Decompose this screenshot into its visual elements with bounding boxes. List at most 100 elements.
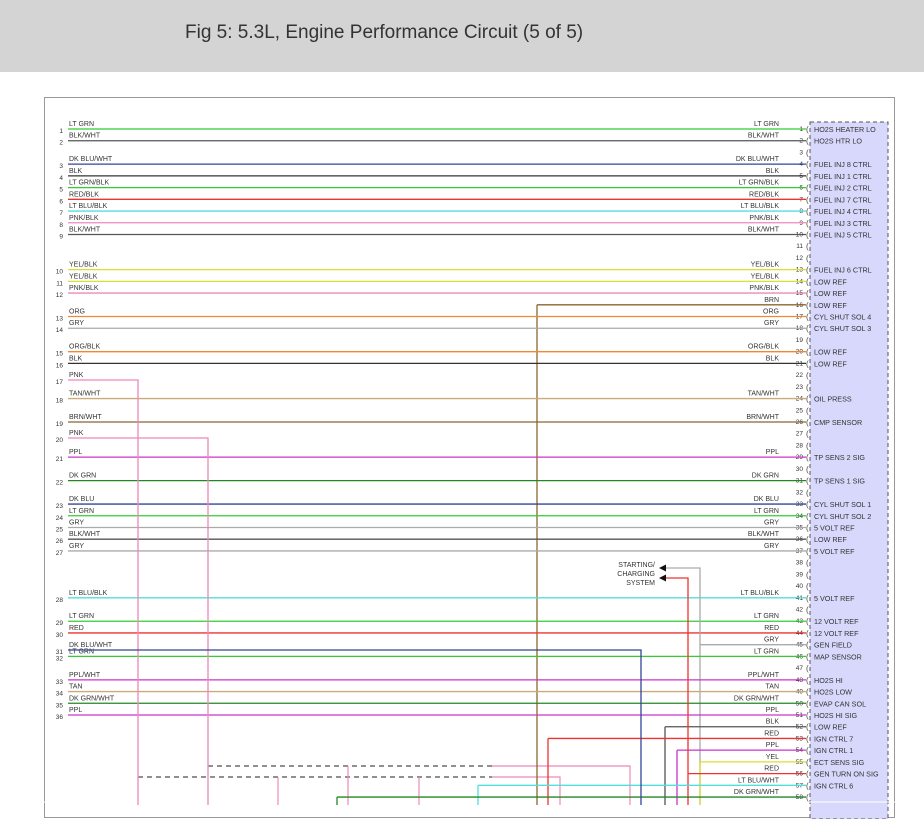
wire <box>68 649 642 805</box>
pin-tick: ( <box>806 137 809 146</box>
signal-name: LOW REF <box>814 348 847 357</box>
wire-color-label: PPL <box>766 742 779 749</box>
pin-tick: ( <box>806 781 809 790</box>
pin-tick: ( <box>806 277 809 286</box>
pin-number: 42 <box>796 607 804 614</box>
signal-name: FUEL INJ 5 CTRL <box>814 230 872 239</box>
left-label: PNK <box>69 430 84 437</box>
pin-tick: ( <box>806 652 809 661</box>
pin-tick: ( <box>806 512 809 521</box>
left-label: PNK <box>69 372 84 379</box>
pin-tick: ( <box>806 547 809 556</box>
signal-name: HO2S HI <box>814 676 843 685</box>
pin-tick: ( <box>806 594 809 603</box>
wire-color-label: LT BLU/BLK <box>741 203 780 210</box>
wire-color-label: GRY <box>764 519 779 526</box>
signal-name: IGN CTRL 6 <box>814 781 853 790</box>
left-label: PPL <box>69 449 82 456</box>
pin-number: 32 <box>796 489 804 496</box>
wire-color-label: PNK/BLK <box>749 215 779 222</box>
pin-tick: ( <box>806 582 809 591</box>
left-label: TAN <box>69 684 82 691</box>
left-label: YEL/BLK <box>69 273 98 280</box>
left-label: LT GRN <box>69 121 94 128</box>
destination-label: CHARGING <box>617 571 655 578</box>
signal-name: CYL SHUT SOL 4 <box>814 313 871 322</box>
wire <box>666 567 701 645</box>
wire-color-label: PPL <box>766 449 779 456</box>
pin-number: 3 <box>799 149 803 156</box>
left-label: RED <box>69 625 84 632</box>
pin-tick: ( <box>806 301 809 310</box>
pin-tick: ( <box>806 441 809 450</box>
pin-tick: ( <box>806 242 809 251</box>
signal-name: MAP SENSOR <box>814 652 862 661</box>
left-label: LT GRN <box>69 508 94 515</box>
left-label: BLK <box>69 355 83 362</box>
pin-tick: ( <box>806 723 809 732</box>
pin-tick: ( <box>806 770 809 779</box>
signal-name: 5 VOLT REF <box>814 594 855 603</box>
signal-name: HO2S HEATER LO <box>814 125 876 134</box>
pin-tick: ( <box>806 758 809 767</box>
wire-color-label: ORG <box>763 309 779 316</box>
pin-tick: ( <box>806 195 809 204</box>
pin-tick: ( <box>806 371 809 380</box>
signal-name: FUEL INJ 8 CTRL <box>814 160 872 169</box>
wire-color-label: LT BLU/BLK <box>741 590 780 597</box>
pin-number: 22 <box>796 372 804 379</box>
wire-color-label: GRY <box>764 637 779 644</box>
signal-name: LOW REF <box>814 535 847 544</box>
wire-color-label: BLK <box>766 719 780 726</box>
signal-name: CMP SENSOR <box>814 418 862 427</box>
left-number: 11 <box>56 280 63 287</box>
left-number: 16 <box>56 362 64 369</box>
signal-name: 5 VOLT REF <box>814 547 855 556</box>
left-number: 34 <box>56 691 64 698</box>
signal-name: LOW REF <box>814 723 847 732</box>
destination-label: STARTING/ <box>618 562 655 569</box>
destination-label: SYSTEM <box>626 580 655 587</box>
pin-tick: ( <box>806 465 809 474</box>
signal-name: FUEL INJ 7 CTRL <box>814 195 872 204</box>
wire-color-label: DK GRN <box>752 473 779 480</box>
pin-tick: ( <box>806 266 809 275</box>
header-bar: Fig 5: 5.3L, Engine Performance Circuit … <box>0 0 924 72</box>
pin-tick: ( <box>806 664 809 673</box>
left-number: 35 <box>56 702 64 709</box>
left-label: LT BLU/BLK <box>69 590 108 597</box>
pin-tick: ( <box>806 688 809 697</box>
pin-tick: ( <box>806 477 809 486</box>
pin-tick: ( <box>806 535 809 544</box>
left-label: BRN/WHT <box>69 414 102 421</box>
pin-tick: ( <box>806 793 809 802</box>
pin-number: 23 <box>796 384 804 391</box>
left-number: 15 <box>56 351 64 358</box>
left-number: 17 <box>56 379 64 386</box>
wire-color-label: TAN/WHT <box>748 391 780 398</box>
left-number: 18 <box>56 398 64 405</box>
left-number: 24 <box>56 515 64 522</box>
left-label: GRY <box>69 519 84 526</box>
signal-name: FUEL INJ 2 CTRL <box>814 184 872 193</box>
pin-tick: ( <box>806 430 809 439</box>
signal-name: LOW REF <box>814 277 847 286</box>
pin-tick: ( <box>806 711 809 720</box>
left-number: 33 <box>56 679 64 686</box>
signal-name: LOW REF <box>814 301 847 310</box>
signal-name: OIL PRESS <box>814 395 852 404</box>
pin-tick: ( <box>806 160 809 169</box>
wire-color-label: BLK/WHT <box>748 531 780 538</box>
pin-tick: ( <box>806 219 809 228</box>
signal-name: CYL SHUT SOL 3 <box>814 324 871 333</box>
wire-color-label: BRN/WHT <box>746 414 779 421</box>
left-number: 7 <box>59 210 63 217</box>
diagram-frame <box>44 97 895 818</box>
left-label: BLK/WHT <box>69 531 101 538</box>
signal-name: CYL SHUT SOL 2 <box>814 512 871 521</box>
left-number: 8 <box>59 222 63 229</box>
left-label: DK BLU <box>69 496 94 503</box>
pin-tick: ( <box>806 559 809 568</box>
left-number: 12 <box>56 292 64 299</box>
